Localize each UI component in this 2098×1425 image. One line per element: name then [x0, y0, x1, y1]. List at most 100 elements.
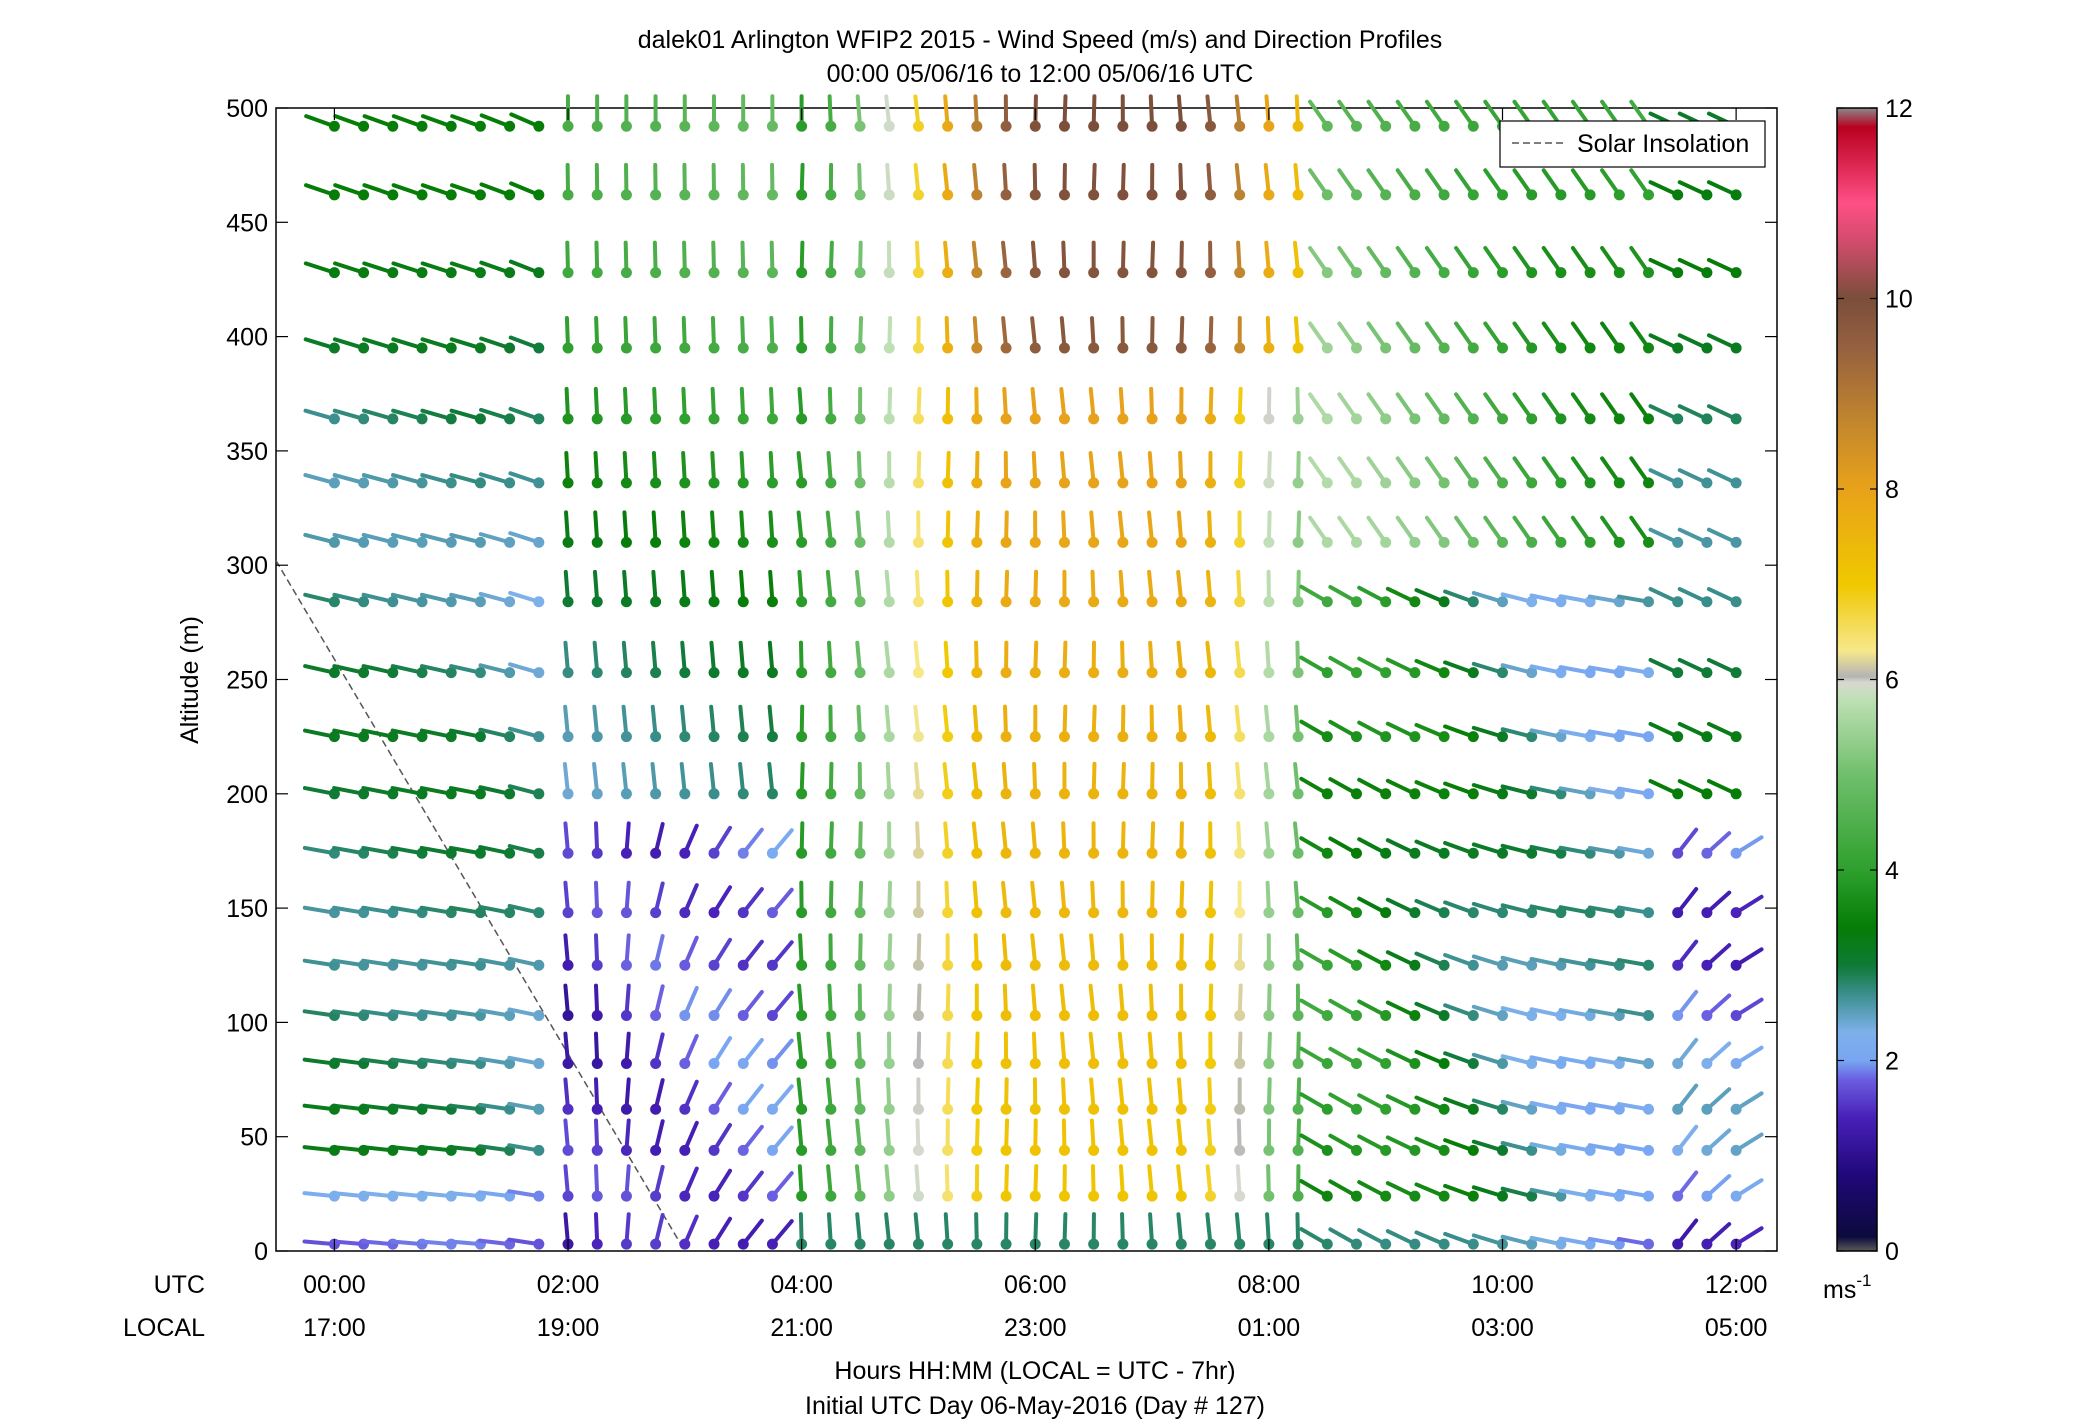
wind-barb-dot — [1146, 267, 1158, 279]
wind-barb-dot — [1321, 596, 1333, 608]
wind-barb-dot — [1117, 342, 1129, 354]
wind-barb-dot — [942, 189, 954, 201]
colorbar-tick-label: 8 — [1885, 476, 1899, 504]
wind-barb-dot — [912, 1190, 924, 1202]
wind-barb-dot — [679, 536, 691, 548]
wind-barb-dot — [1467, 1058, 1479, 1070]
wind-barb-dot — [562, 1103, 574, 1115]
wind-barb-dot — [1380, 847, 1392, 859]
colorbar-tick-label: 2 — [1885, 1048, 1899, 1076]
wind-barb-dot — [825, 477, 837, 489]
wind-barb-dot — [620, 1103, 632, 1115]
wind-barb-dot — [328, 342, 340, 354]
wind-barb-dot — [1146, 1058, 1158, 1070]
wind-barb-dot — [737, 1103, 749, 1115]
wind-barb-dot — [1117, 267, 1129, 279]
wind-barb-dot — [1088, 788, 1100, 800]
wind-barb-dot — [766, 536, 778, 548]
wind-barb-dot — [1000, 788, 1012, 800]
wind-barb-dot — [708, 1010, 720, 1022]
wind-barb-dot — [1117, 1058, 1129, 1070]
wind-barb-dot — [1321, 959, 1333, 971]
wind-barb-dot — [1496, 413, 1508, 425]
wind-barb-dot — [708, 413, 720, 425]
wind-barb-dot — [1234, 1238, 1246, 1250]
wind-barb-dot — [504, 342, 516, 354]
wind-barb-dot — [912, 667, 924, 679]
wind-barb-dot — [1496, 267, 1508, 279]
wind-barb-dot — [679, 413, 691, 425]
x-tick-label-utc: 10:00 — [1471, 1271, 1534, 1299]
wind-barb-dot — [1730, 536, 1742, 548]
wind-barb-dot — [591, 847, 603, 859]
wind-barb-dot — [1496, 847, 1508, 859]
wind-barb-dot — [1117, 788, 1129, 800]
wind-barb-dot — [620, 413, 632, 425]
wind-barb-dot — [766, 477, 778, 489]
wind-barb-dot — [1730, 1190, 1742, 1202]
wind-barb-dot — [1701, 1103, 1713, 1115]
wind-barb-dot — [1701, 1010, 1713, 1022]
wind-barb-dot — [942, 477, 954, 489]
wind-barb-dot — [1350, 342, 1362, 354]
wind-barb-dot — [1555, 267, 1567, 279]
wind-barb-dot — [1321, 1010, 1333, 1022]
wind-barb-dot — [1555, 1058, 1567, 1070]
wind-barb-dot — [766, 413, 778, 425]
wind-barb-dot — [1058, 189, 1070, 201]
wind-barb-dot — [971, 189, 983, 201]
wind-barb-dot — [1029, 907, 1041, 919]
wind-barb-dot — [796, 788, 808, 800]
wind-barb-dot — [1672, 536, 1684, 548]
wind-barb-dot — [620, 477, 632, 489]
wind-barb-dot — [1058, 667, 1070, 679]
wind-barb-dot — [737, 189, 749, 201]
wind-barb-dot — [533, 477, 545, 489]
wind-barb-dot — [445, 536, 457, 548]
wind-barb-dot — [1234, 477, 1246, 489]
wind-barb-dot — [1701, 342, 1713, 354]
wind-barb-dot — [1350, 907, 1362, 919]
wind-barb-dot — [1263, 731, 1275, 743]
wind-barb-dot — [679, 788, 691, 800]
wind-barb-dot — [971, 596, 983, 608]
wind-barb-dot — [562, 847, 574, 859]
wind-barb-dot — [562, 267, 574, 279]
wind-barb-dot — [971, 788, 983, 800]
wind-barb-dot — [650, 1103, 662, 1115]
wind-barb-dot — [1526, 667, 1538, 679]
wind-barb-dot — [1526, 342, 1538, 354]
wind-barb-dot — [825, 907, 837, 919]
wind-barb-dot — [1467, 847, 1479, 859]
wind-barb-dot — [971, 667, 983, 679]
wind-barb-dot — [1088, 1144, 1100, 1156]
wind-barb-dot — [1000, 1058, 1012, 1070]
wind-barb-dot — [474, 413, 486, 425]
wind-barb-dot — [504, 189, 516, 201]
wind-barb-dot — [1000, 847, 1012, 859]
wind-barb-dot — [912, 1058, 924, 1070]
wind-barb-dot — [912, 1103, 924, 1115]
wind-barb-dot — [416, 120, 428, 132]
wind-barb-dot — [1701, 477, 1713, 489]
wind-barb-dot — [825, 959, 837, 971]
wind-barb-dot — [1467, 536, 1479, 548]
wind-barb-dot — [1175, 596, 1187, 608]
wind-barb-dot — [1730, 342, 1742, 354]
wind-barb-dot — [1467, 1238, 1479, 1250]
wind-barb-dot — [1438, 1058, 1450, 1070]
wind-barb-dot — [650, 788, 662, 800]
wind-barb-dot — [1380, 731, 1392, 743]
wind-barb-dot — [1496, 596, 1508, 608]
wind-barb-dot — [1496, 342, 1508, 354]
wind-barb-dot — [1555, 413, 1567, 425]
wind-barb-dot — [942, 788, 954, 800]
wind-barb-dot — [883, 413, 895, 425]
y-tick-label: 50 — [240, 1124, 268, 1152]
wind-barb-dot — [854, 847, 866, 859]
wind-barb-dot — [1613, 267, 1625, 279]
wind-barb-dot — [1292, 731, 1304, 743]
wind-barb-dot — [533, 1010, 545, 1022]
wind-barb-dot — [1321, 667, 1333, 679]
wind-barb-dot — [796, 596, 808, 608]
